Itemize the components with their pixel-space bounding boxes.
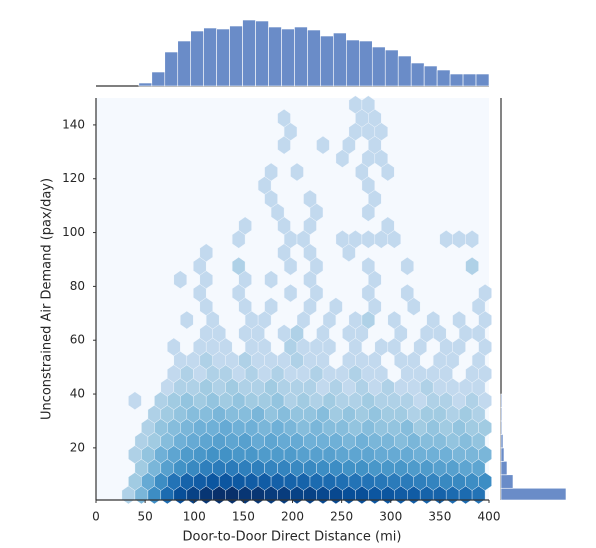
x-axis-label: Door-to-Door Direct Distance (mi) [183, 530, 402, 545]
x-hist-bar [294, 26, 308, 87]
hex-cell [173, 270, 188, 289]
y-hist-bar [500, 420, 503, 435]
x-tick-label: 150 [232, 510, 255, 524]
x-hist-bar [449, 73, 464, 87]
x-hist-bar [462, 73, 477, 87]
hex-cell [283, 283, 298, 303]
y-tick-label: 60 [70, 333, 85, 347]
y-tick-label: 20 [70, 440, 85, 454]
x-tick-label: 100 [183, 510, 206, 524]
hex-cell [231, 256, 246, 276]
x-hist-bar [229, 25, 243, 87]
x-tick-label: 250 [330, 510, 353, 524]
hex-cell [465, 230, 479, 249]
x-hist-bar [268, 26, 282, 87]
y-axis-label: Unconstrained Air Demand (pax/day) [40, 178, 55, 420]
x-hist-bar [384, 49, 399, 87]
hex-cell [128, 391, 142, 410]
hex-cell [277, 108, 291, 128]
hex-cell [290, 162, 304, 182]
hex-cell [361, 95, 375, 114]
hex-cell [400, 283, 414, 303]
hex-cell [452, 310, 466, 330]
x-hist-bar [216, 28, 230, 87]
x-hist-bar [138, 82, 153, 87]
x-tick-label: 350 [428, 510, 451, 524]
x-hist-bar [177, 40, 192, 87]
x-hist-bar [397, 55, 412, 87]
x-tick-label: 200 [281, 510, 304, 524]
y-tick-label: 80 [70, 279, 85, 293]
hex-cell [381, 216, 395, 236]
x-hist-bar [346, 39, 360, 87]
y-hist-bar [500, 434, 504, 449]
y-hist-bar [500, 447, 505, 462]
y-hist-bar [500, 407, 503, 422]
hex-cell [180, 310, 194, 330]
hex-cell [167, 337, 181, 357]
hex-cell [478, 283, 492, 303]
y-hist-bar [500, 474, 514, 489]
y-tick-label: 100 [62, 225, 85, 239]
y-tick-label: 140 [62, 117, 85, 131]
hex-cell [238, 216, 252, 236]
x-hist-bar [203, 27, 217, 87]
y-hist-bar [500, 393, 503, 408]
hex-cell [303, 189, 317, 209]
x-hist-bar [410, 62, 425, 87]
x-hist-bar [255, 20, 269, 87]
x-hist-bar [333, 32, 347, 87]
hex-cell [264, 270, 278, 289]
x-hist-bar [242, 19, 256, 87]
y-hist-bar [500, 461, 508, 476]
hex-cell [361, 256, 375, 276]
hex-cell [329, 297, 343, 316]
x-hist-bar [475, 73, 490, 87]
x-tick-label: 50 [137, 510, 152, 524]
hex-cell [387, 310, 401, 330]
x-hist-bar [359, 40, 373, 87]
y-hist-bar [500, 487, 567, 501]
x-tick-label: 0 [92, 510, 100, 524]
x-hist-bar [281, 28, 295, 87]
x-hist-bar [190, 30, 204, 87]
y-tick-label: 40 [70, 387, 85, 401]
hex-cell [400, 256, 414, 276]
x-hist-bar [151, 71, 166, 87]
y-tick-label: 120 [62, 171, 85, 185]
x-hist-bar [307, 29, 321, 87]
x-hist-bar [164, 51, 179, 87]
x-hist-bar [320, 35, 334, 87]
hex-cell [264, 297, 278, 316]
hex-cell [465, 256, 479, 276]
x-tick-label: 300 [379, 510, 402, 524]
x-hist-bar [371, 46, 386, 87]
hex-cell [264, 162, 278, 182]
x-hist-bar [436, 69, 451, 87]
hex-cell [316, 135, 330, 155]
hex-cell [426, 310, 440, 330]
x-hist-bar [423, 65, 438, 87]
x-tick-label: 400 [478, 510, 501, 524]
hex-cell [199, 243, 213, 262]
